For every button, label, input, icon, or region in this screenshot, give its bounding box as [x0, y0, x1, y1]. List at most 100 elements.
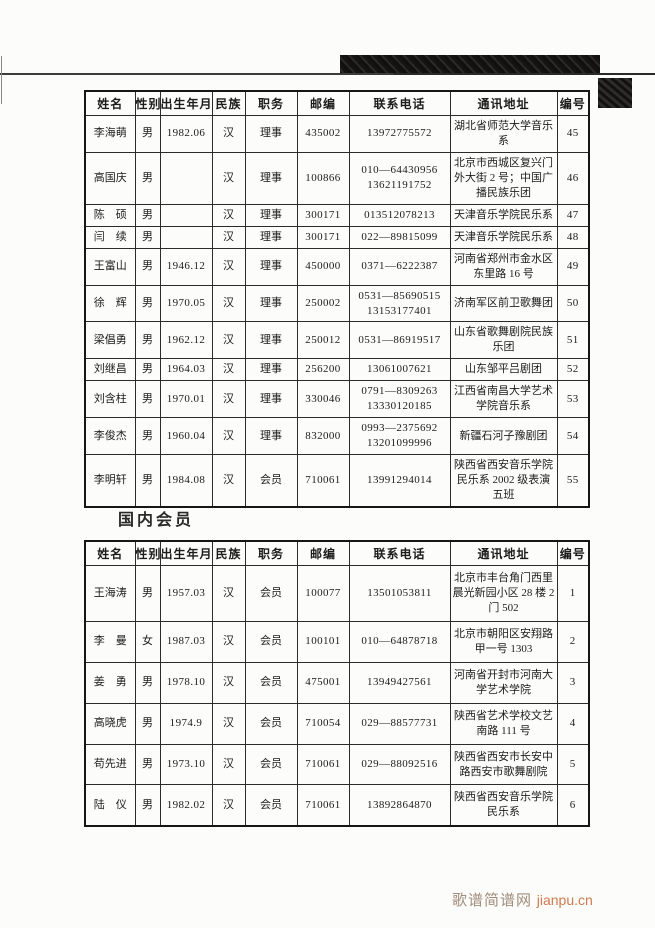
column-header: 出生年月 [159, 540, 213, 566]
cell-address: 湖北省师范大学音乐系 [449, 115, 558, 153]
cell-name: 李 曼 [84, 620, 136, 663]
cell-phone: 010—64430956 13621191752 [348, 151, 451, 205]
cell-postal: 832000 [296, 417, 350, 456]
cell-position: 会员 [244, 620, 298, 663]
column-header: 姓名 [84, 90, 136, 116]
cell-position: 会员 [244, 702, 298, 745]
cell-id: 53 [556, 380, 590, 419]
header-row: 姓名 性别 出生年月 民族 职务 邮编 联系电话 通讯地址 编号 [84, 90, 590, 116]
table-row: 高晓虎男 1974.9 汉会员 710054 029—88577731 陕西省艺术学校文艺… [84, 702, 590, 745]
cell-phone: 022—89815099 [348, 225, 451, 249]
table-row: 陈 硕男 汉理事 300171 013512078213 天津音乐学院民乐系 47 [84, 203, 590, 227]
cell-position: 理事 [244, 380, 298, 419]
column-header: 性别 [134, 90, 161, 116]
cell-birth: 1962.12 [159, 321, 213, 360]
members-table-2: 姓名 性别 出生年月 民族 职务 邮编 联系电话 通讯地址 编号 王海涛男 1957.03 汉会员 10… [84, 540, 590, 828]
column-header: 职务 [244, 540, 298, 566]
cell-ethnicity: 汉 [211, 784, 246, 827]
cell-birth: 1970.05 [159, 284, 213, 323]
scan-artifact-square [598, 78, 632, 108]
cell-position: 理事 [244, 417, 298, 456]
cell-ethnicity: 汉 [211, 380, 246, 419]
cell-phone: 13061007621 [348, 358, 451, 382]
cell-birth: 1970.01 [159, 380, 213, 419]
cell-position: 理事 [244, 225, 298, 249]
table-row: 高国庆男汉理事 100866 010—64430956 13621191752 北京市… [84, 151, 590, 205]
cell-address: 山东邹平吕剧团 [449, 358, 558, 382]
cell-postal: 250012 [296, 321, 350, 360]
cell-phone: 0993—2375692 13201099996 [348, 417, 451, 456]
cell-id: 2 [556, 620, 590, 663]
cell-gender: 男 [134, 115, 161, 153]
cell-ethnicity: 汉 [211, 247, 246, 286]
cell-position: 理事 [244, 284, 298, 323]
cell-ethnicity: 汉 [211, 454, 246, 508]
cell-birth: 1960.04 [159, 417, 213, 456]
cell-postal: 330046 [296, 380, 350, 419]
cell-address: 北京市西城区复兴门外大街 2 号；中国广播民族乐团 [449, 151, 558, 205]
cell-name: 高国庆 [84, 151, 136, 205]
cell-name: 陆 仪 [84, 784, 136, 827]
table-row: 刘继昌男 1964.03 汉理事 256200 13061007621 山东邹平吕剧团 52 [84, 358, 590, 382]
cell-birth: 1984.08 [159, 454, 213, 508]
cell-postal: 100866 [296, 151, 350, 205]
cell-address: 北京市朝阳区安翔路甲一号 1303 [449, 620, 558, 663]
cell-birth: 1957.03 [159, 565, 213, 622]
cell-name: 李俊杰 [84, 417, 136, 456]
horizontal-rule [0, 73, 655, 75]
cell-id: 51 [556, 321, 590, 360]
cell-postal: 710061 [296, 784, 350, 827]
cell-id: 52 [556, 358, 590, 382]
cell-postal: 450000 [296, 247, 350, 286]
cell-name: 陈 硕 [84, 203, 136, 227]
watermark-site-url: jianpu.cn [536, 892, 593, 908]
cell-postal: 250002 [296, 284, 350, 323]
cell-position: 会员 [244, 454, 298, 508]
cell-id: 49 [556, 247, 590, 286]
domestic-members-table-section: 姓名 性别 出生年月 民族 职务 邮编 联系电话 通讯地址 编号 王海涛男 1957.03 汉会员 10… [84, 540, 590, 828]
cell-birth: 1987.03 [159, 620, 213, 663]
cell-name: 苟先进 [84, 743, 136, 786]
cell-ethnicity: 汉 [211, 620, 246, 663]
cell-gender: 男 [134, 565, 161, 622]
cell-id: 54 [556, 417, 590, 456]
cell-address: 北京市丰台角门西里晨光新园小区 28 楼 2 门 502 [449, 565, 558, 622]
cell-ethnicity: 汉 [211, 358, 246, 382]
cell-birth: 1964.03 [159, 358, 213, 382]
table-row: 王富山男 1946.12 汉理事 450000 0371—6222387 河南省郑州市金水… [84, 247, 590, 286]
cell-ethnicity: 汉 [211, 321, 246, 360]
cell-postal: 435002 [296, 115, 350, 153]
cell-phone: 029—88577731 [348, 702, 451, 745]
cell-id: 1 [556, 565, 590, 622]
scan-artifact-bar [340, 55, 600, 75]
cell-birth: 1946.12 [159, 247, 213, 286]
cell-gender: 男 [134, 702, 161, 745]
cell-id: 3 [556, 661, 590, 704]
table-row: 徐 辉男 1970.05 汉理事 250002 0531—85690515 131531… [84, 284, 590, 323]
cell-id: 47 [556, 203, 590, 227]
cell-address: 新疆石河子豫剧团 [449, 417, 558, 456]
cell-address: 陕西省西安音乐学院民乐系 2002 级表演五班 [449, 454, 558, 508]
cell-position: 理事 [244, 247, 298, 286]
cell-id: 45 [556, 115, 590, 153]
cell-position: 会员 [244, 565, 298, 622]
cell-phone: 0371—6222387 [348, 247, 451, 286]
cell-id: 48 [556, 225, 590, 249]
directors-table-section: 姓名 性别 出生年月 民族 职务 邮编 联系电话 通讯地址 编号 李海萌男 1982.06 汉理事 43… [84, 90, 590, 509]
table-row: 李 曼女 1987.03 汉会员 100101 010—64878718 北京市朝阳区安翔… [84, 620, 590, 663]
cell-phone: 13949427561 [348, 661, 451, 704]
cell-phone: 010—64878718 [348, 620, 451, 663]
cell-address: 济南军区前卫歌舞团 [449, 284, 558, 323]
cell-address: 河南省郑州市金水区东里路 16 号 [449, 247, 558, 286]
cell-id: 6 [556, 784, 590, 827]
cell-name: 高晓虎 [84, 702, 136, 745]
cell-phone: 0531—86919517 [348, 321, 451, 360]
section-title: 国内会员 [118, 512, 195, 529]
cell-address: 陕西省艺术学校文艺南路 111 号 [449, 702, 558, 745]
column-header: 邮编 [296, 90, 350, 116]
column-header: 编号 [556, 90, 590, 116]
cell-position: 理事 [244, 358, 298, 382]
members-table-1: 姓名 性别 出生年月 民族 职务 邮编 联系电话 通讯地址 编号 李海萌男 1982.06 汉理事 43… [84, 90, 590, 509]
cell-gender: 男 [134, 784, 161, 827]
